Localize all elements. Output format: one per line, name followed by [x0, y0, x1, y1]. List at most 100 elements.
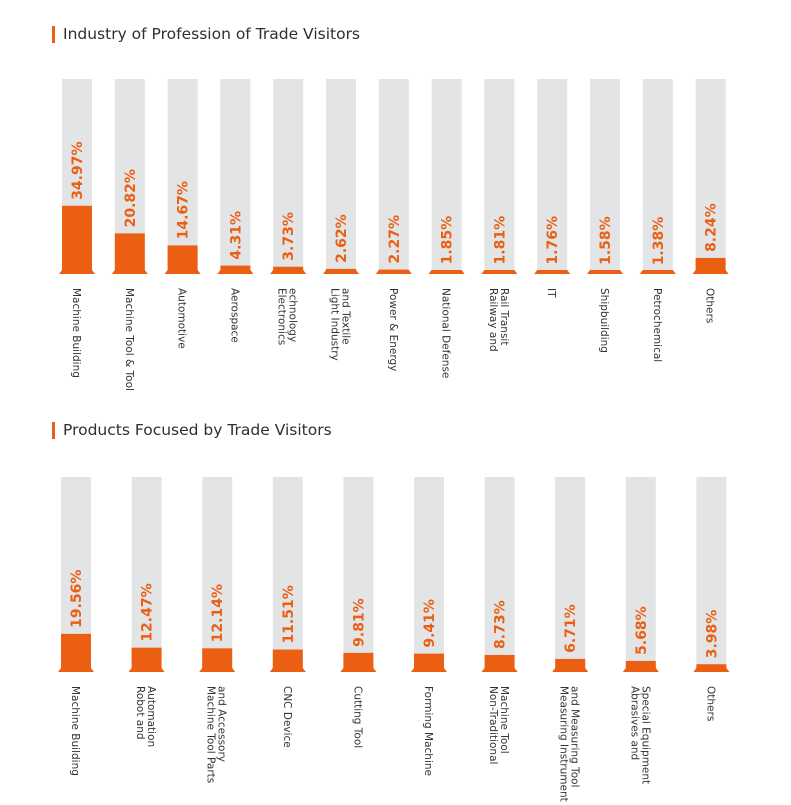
bar-base [639, 270, 676, 274]
bar [695, 257, 726, 274]
bar-base [128, 668, 165, 672]
category-label: Electronics [276, 288, 288, 345]
data-label: 14.67% [176, 181, 192, 239]
data-label: 8.24% [704, 203, 720, 252]
category-label: Cutting Tool [351, 686, 363, 748]
bar-group: 14.67% Automotive [164, 79, 201, 349]
bar [61, 633, 91, 672]
bar-track [167, 79, 198, 274]
bar [167, 245, 198, 274]
bar-track [131, 477, 162, 672]
bar-track [484, 477, 515, 672]
bar-track [343, 477, 374, 672]
data-label: 1.85% [440, 216, 456, 265]
bar-group: 11.51% CNC Device [269, 477, 306, 748]
bar-group: 2.62% Light Industry and Textile [323, 79, 359, 361]
bar-track [378, 79, 409, 274]
data-label: 3.98% [704, 610, 720, 659]
bar [131, 647, 162, 672]
data-label: 11.51% [281, 585, 297, 643]
category-label: Railway and [487, 288, 499, 352]
bar-base [199, 668, 236, 672]
category-label: Machine Tool & Tool [123, 288, 135, 391]
chart-1-title-text: Industry of Profession of Trade Visitors [63, 25, 361, 43]
bar-track [414, 477, 444, 672]
category-label: Machine Tool Parts [205, 686, 217, 783]
data-label: 2.27% [387, 215, 403, 264]
category-label: Power & Energy [387, 288, 399, 371]
chart-2-title-text: Products Focused by Trade Visitors [63, 421, 332, 439]
bar-base [693, 668, 730, 672]
bar-base [59, 270, 95, 274]
bar-track [642, 79, 673, 274]
bar-group: 20.82% Machine Tool & Tool [111, 79, 148, 391]
bar-track [273, 79, 304, 274]
bar-group: 12.47% Robot and Automation [128, 477, 165, 747]
category-label: Light Industry [329, 288, 341, 361]
data-label: 20.82% [123, 169, 139, 227]
bar-group: 8.24% Others [692, 79, 729, 323]
category-label: Measuring Instrument [558, 686, 570, 802]
bar [114, 233, 145, 274]
bar-base [340, 668, 377, 672]
bar-group: 1.38% Petrochemical [639, 79, 676, 362]
category-label: CNC Device [281, 686, 293, 748]
title-accent-bar [52, 25, 55, 43]
data-label: 9.41% [422, 599, 438, 648]
bar-group: 19.56% Machine Building [58, 477, 94, 776]
bar-group: 12.14% Machine Tool Parts and Accessory [199, 477, 236, 783]
bar [625, 660, 656, 672]
data-label: 1.58% [598, 216, 614, 265]
chart-1-industry: 34.97% Machine Building 20.82% Machine Tool… [59, 79, 729, 391]
bar-group: 5.68% Abrasives and Special Equipment [622, 477, 659, 784]
bar [272, 649, 303, 672]
bar-group: 3.73% Electronics echnology [270, 79, 307, 345]
data-label: 1.76% [545, 216, 561, 265]
category-label: and Accessory [216, 686, 228, 762]
data-label: 19.56% [69, 570, 85, 628]
bar-base [587, 270, 623, 274]
bar-track [484, 79, 515, 274]
bar [343, 652, 374, 672]
category-label: Automotive [176, 288, 188, 349]
bar-group: 1.76% IT [534, 79, 571, 298]
data-label: 9.81% [351, 598, 367, 647]
bar-base [58, 668, 94, 672]
bar-track [555, 477, 586, 672]
category-label: echnology [287, 288, 299, 342]
bar-base [375, 270, 412, 274]
category-label: Petrochemical [651, 288, 663, 362]
bar-base [622, 668, 659, 672]
bar-track [220, 79, 251, 274]
category-label: National Defense [440, 288, 452, 378]
bar-group: 6.71% Measuring Instrument and Measuring T… [552, 477, 589, 802]
category-label: Robot and [134, 686, 146, 740]
data-label: 4.31% [228, 211, 244, 260]
bar-base [411, 668, 447, 672]
bar-group: 34.97% Machine Building [59, 79, 95, 378]
bar-base [428, 270, 465, 274]
category-label: and Measuring Tool [569, 686, 581, 787]
category-label: Aerospace [228, 288, 240, 343]
category-label: Machine Building [69, 686, 81, 776]
chart-2-title: Products Focused by Trade Visitors [52, 421, 332, 439]
bar-group: 9.81% Cutting Tool [340, 477, 377, 748]
category-label: Rail Transit [498, 288, 510, 345]
bar [202, 648, 233, 672]
bar [484, 654, 515, 672]
bar-base [111, 270, 148, 274]
data-label: 2.62% [334, 214, 350, 263]
bar [220, 265, 251, 274]
category-label: Forming Machine [422, 686, 434, 776]
data-label: 5.68% [634, 606, 650, 655]
bar-track [537, 79, 568, 274]
category-label: IT [545, 288, 557, 298]
bar-track [590, 79, 620, 274]
bar-base [269, 668, 306, 672]
data-label: 3.73% [281, 212, 297, 261]
bar-base [323, 270, 359, 274]
bar-base [164, 270, 201, 274]
chart-1-title: Industry of Profession of Trade Visitors [52, 25, 360, 43]
bar-track [326, 79, 356, 274]
bar-group: 4.31% Aerospace [217, 79, 254, 343]
